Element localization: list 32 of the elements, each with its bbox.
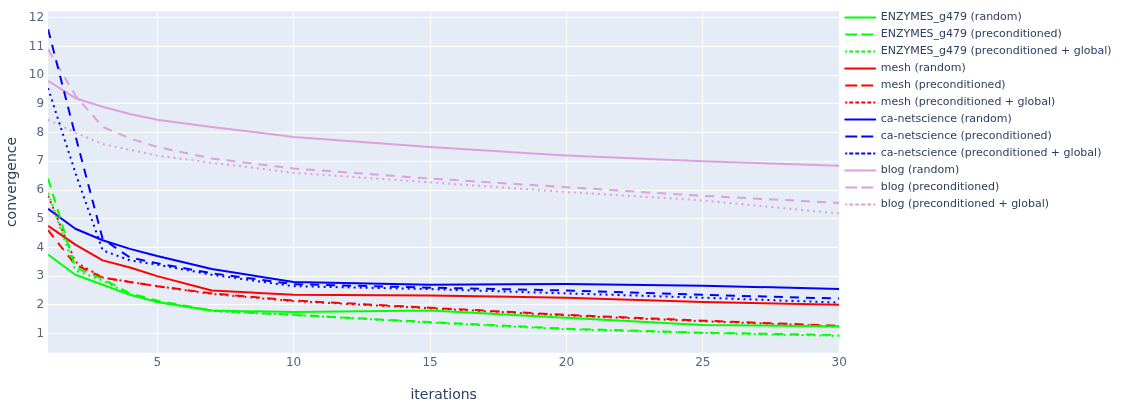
y-tick-label: 8	[36, 124, 45, 139]
legend-label: blog (preconditioned + global)	[880, 197, 1049, 211]
x-tick-label: 30	[831, 355, 847, 370]
y-tick-label: 5	[36, 210, 45, 225]
x-axis-title: iterations	[410, 386, 477, 403]
y-tick-label: 11	[28, 38, 45, 53]
legend-label: mesh (preconditioned + global)	[880, 95, 1056, 109]
x-tick-label: 15	[422, 355, 438, 370]
legend-label: ENZYMES_g479 (preconditioned + global)	[880, 44, 1112, 58]
legend-label: mesh (preconditioned)	[880, 78, 1006, 92]
y-tick-label: 7	[36, 153, 45, 168]
y-tick-label: 4	[36, 239, 45, 254]
y-tick-label: 2	[36, 296, 45, 311]
x-tick-label: 10	[285, 355, 302, 370]
y-tick-label: 10	[28, 67, 45, 82]
legend-label: ENZYMES_g479 (preconditioned)	[880, 27, 1062, 41]
y-tick-label: 12	[28, 9, 45, 24]
y-tick-label: 6	[36, 182, 45, 197]
legend-label: mesh (random)	[880, 61, 966, 75]
legend-label: ca-netscience (random)	[880, 112, 1012, 126]
y-tick-label: 1	[36, 325, 45, 340]
legend-label: ca-netscience (preconditioned + global)	[880, 146, 1102, 160]
y-tick-label: 3	[36, 268, 45, 283]
y-axis-title: convergence	[3, 136, 20, 228]
y-tick-label: 9	[36, 96, 45, 111]
x-tick-label: 20	[558, 355, 575, 370]
x-tick-label: 25	[695, 355, 711, 370]
legend-label: blog (random)	[880, 163, 960, 177]
x-tick-label: 5	[153, 355, 162, 370]
legend-label: ca-netscience (preconditioned)	[880, 129, 1052, 143]
legend-label: blog (preconditioned)	[880, 180, 1000, 194]
legend-label: ENZYMES_g479 (random)	[880, 10, 1022, 24]
